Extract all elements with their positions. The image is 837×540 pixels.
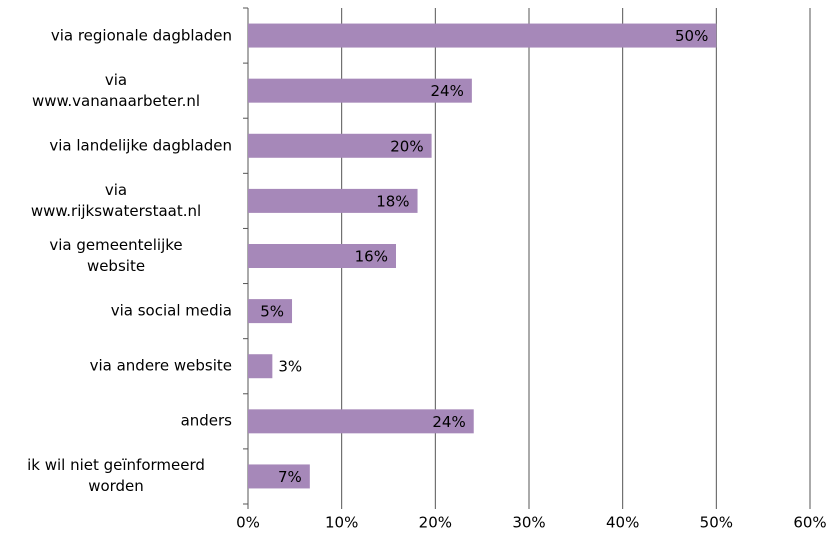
y-tick-label: via andere website bbox=[89, 356, 232, 375]
bar bbox=[248, 188, 418, 213]
value-label: 24% bbox=[432, 413, 465, 431]
bar bbox=[248, 464, 310, 489]
x-tick-label: 30% bbox=[512, 514, 545, 532]
value-label: 3% bbox=[278, 358, 302, 376]
y-tick-label: via gemeentelijke website bbox=[49, 236, 183, 275]
y-tick-label: via regionale dagbladen bbox=[50, 26, 232, 45]
y-tick-label: via landelijke dagbladen bbox=[49, 136, 232, 155]
y-tick-label: via social media bbox=[110, 301, 232, 320]
value-label: 50% bbox=[675, 27, 708, 45]
y-tick-label: anders bbox=[180, 411, 232, 430]
x-tick-label: 60% bbox=[793, 514, 826, 532]
value-label: 18% bbox=[376, 192, 409, 210]
bar bbox=[248, 23, 717, 48]
bar bbox=[248, 78, 472, 103]
x-tick-label: 0% bbox=[236, 514, 260, 532]
value-label: 20% bbox=[390, 137, 423, 155]
bar bbox=[248, 354, 273, 379]
y-tick-label: ik wil niet geïnformeerd worden bbox=[27, 456, 205, 496]
x-tick-label: 10% bbox=[325, 514, 358, 532]
bar bbox=[248, 244, 396, 268]
bar bbox=[248, 299, 293, 324]
value-label: 16% bbox=[355, 248, 388, 266]
x-tick-label: 40% bbox=[606, 514, 639, 532]
x-tick-label: 20% bbox=[419, 514, 452, 532]
x-tick-label: 50% bbox=[700, 514, 733, 532]
bar bbox=[248, 133, 432, 158]
y-tick-label: via www.vananaarbeter.nl bbox=[31, 70, 201, 110]
bar bbox=[248, 409, 474, 434]
value-label: 7% bbox=[278, 468, 302, 486]
y-tick-label: via www.rijkswaterstaat.nl bbox=[30, 180, 202, 220]
value-label: 24% bbox=[431, 82, 464, 100]
value-label: 5% bbox=[260, 303, 284, 321]
